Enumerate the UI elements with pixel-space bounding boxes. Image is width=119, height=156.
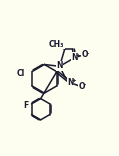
Text: +: + <box>76 53 80 58</box>
Text: -: - <box>87 51 89 56</box>
Text: N: N <box>67 78 73 87</box>
Text: F: F <box>23 101 28 110</box>
Text: Cl: Cl <box>16 69 25 78</box>
Text: -: - <box>84 83 86 88</box>
Text: O: O <box>81 50 88 59</box>
Text: CH₃: CH₃ <box>49 40 65 49</box>
Text: N: N <box>71 53 78 62</box>
Text: +: + <box>72 78 76 83</box>
Text: O: O <box>79 82 85 91</box>
Text: N: N <box>56 61 62 70</box>
